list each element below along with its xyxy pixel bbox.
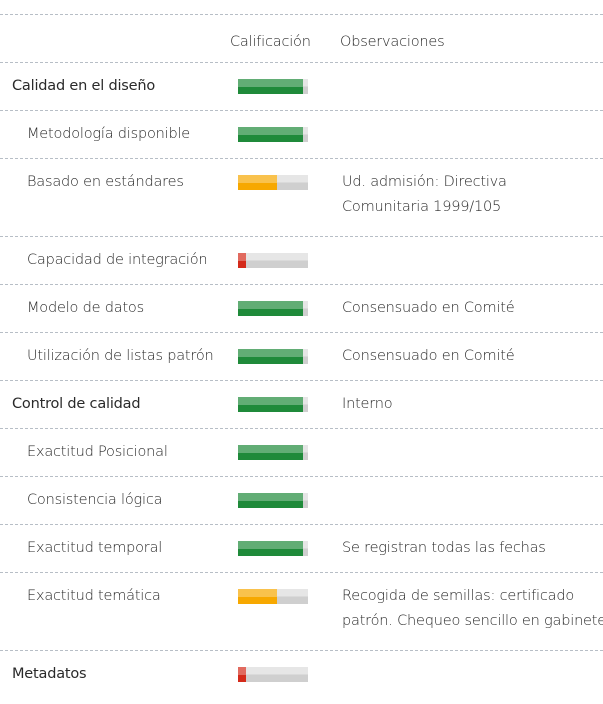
rating-fill [238,493,304,508]
rating-bar [238,79,308,94]
rating-bar [238,175,308,190]
row-label: Capacidad de integración [27,252,208,268]
divider [0,158,603,159]
observation: Interno [342,396,393,412]
row-label: Basado en estándares [27,174,184,190]
rating-bar [238,301,308,316]
divider [0,284,603,285]
divider [0,572,603,573]
rating-bar [238,541,308,556]
observation: Comunitaria 1999/105 [342,199,502,215]
rating-fill [238,175,277,190]
divider [0,476,603,477]
rating-bar [238,445,308,460]
header-observations: Observaciones [340,34,445,50]
observation: patrón. Chequeo sencillo en gabinete [342,613,603,629]
observation: Recogida de semillas: certificado [342,588,575,604]
observation: Ud. admisión: Directiva [342,174,507,190]
divider [0,650,603,651]
row-label: Metodología disponible [27,126,191,142]
divider [0,428,603,429]
rating-fill [238,301,304,316]
row-label: Modelo de datos [27,300,144,316]
rating-bar [238,493,308,508]
rating-fill [238,349,304,364]
row-label: Metadatos [12,666,87,682]
observation: Consensuado en Comité [342,300,515,316]
rating-fill [238,667,247,682]
row-label: Calidad en el diseño [12,78,156,94]
rating-bar [238,253,308,268]
rating-fill [238,397,304,412]
rating-fill [238,253,247,268]
rating-fill [238,445,304,460]
row-label: Utilización de listas patrón [27,348,214,364]
rating-bar [238,589,308,604]
divider [0,62,603,63]
divider [0,332,603,333]
row-label: Control de calidad [12,396,141,412]
observation: Consensuado en Comité [342,348,515,364]
divider [0,380,603,381]
header-rating: Calificación [230,34,311,50]
rating-fill [238,79,304,94]
row-label: Exactitud temporal [27,540,163,556]
rating-fill [238,127,304,142]
divider [0,14,603,15]
divider [0,236,603,237]
divider [0,110,603,111]
divider [0,524,603,525]
rating-bar [238,397,308,412]
observation: Se registran todas las fechas [342,540,546,556]
row-label: Consistencia lógica [27,492,163,508]
rating-bar [238,127,308,142]
rating-bar [238,349,308,364]
rating-fill [238,589,277,604]
row-label: Exactitud temática [27,588,161,604]
rating-fill [238,541,304,556]
rating-bar [238,667,308,682]
row-label: Exactitud Posicional [27,444,168,460]
